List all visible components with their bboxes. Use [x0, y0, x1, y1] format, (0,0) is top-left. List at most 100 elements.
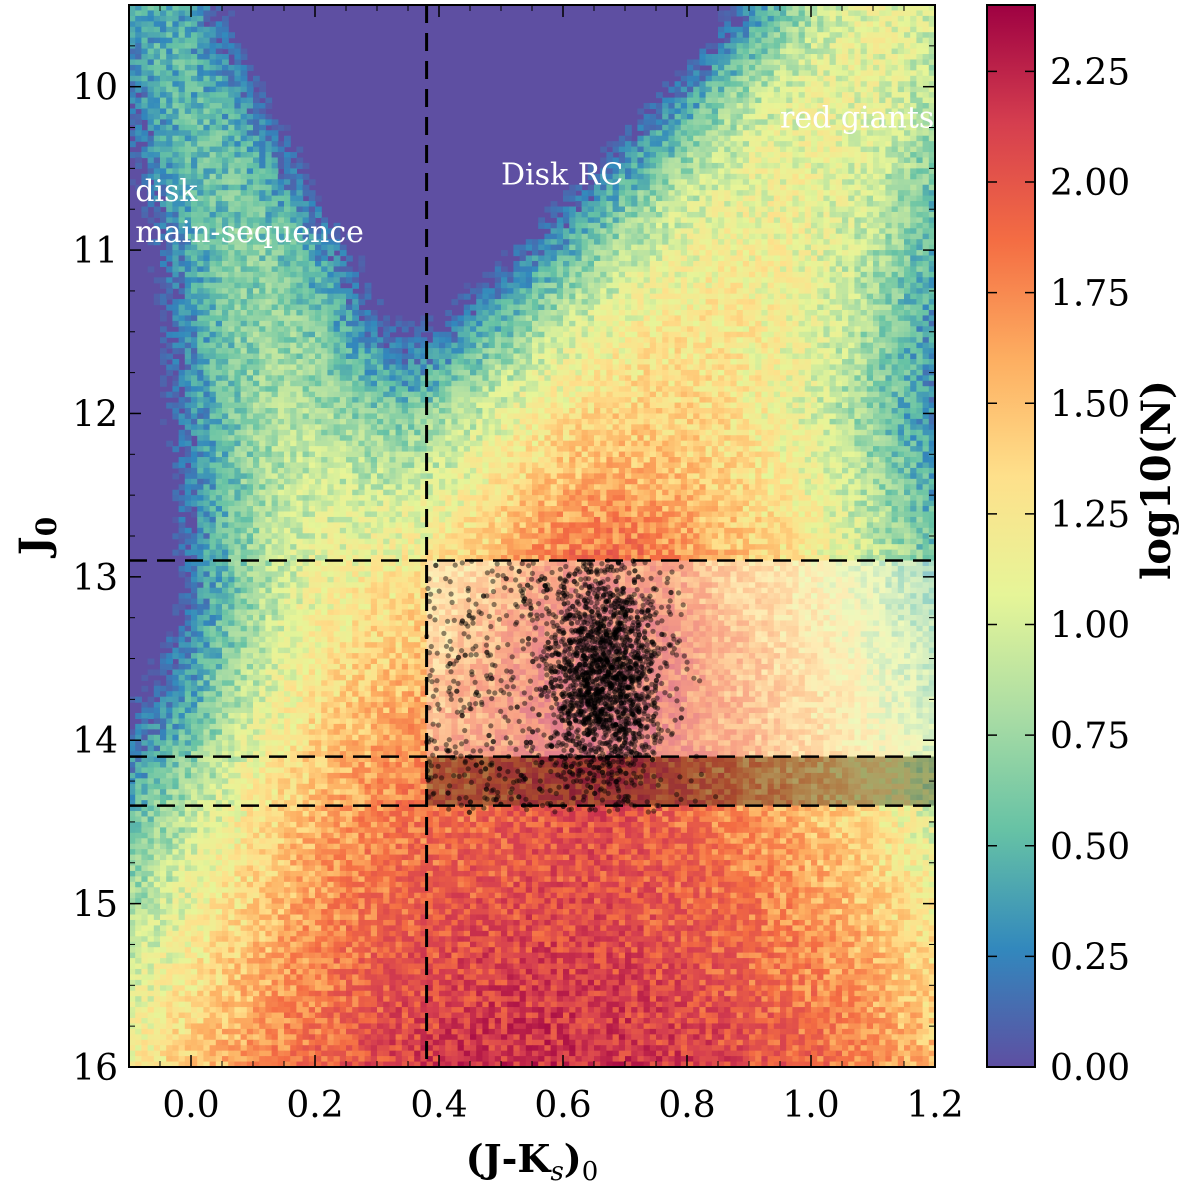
density-cell — [885, 310, 892, 316]
density-cell — [216, 81, 223, 87]
density-cell — [923, 266, 930, 272]
density-cell — [160, 92, 167, 98]
density-cell — [768, 272, 775, 278]
density-cell — [879, 87, 886, 93]
density-cell — [817, 239, 824, 245]
density-cell — [210, 190, 217, 196]
density-cell — [470, 337, 477, 343]
density-cell — [675, 98, 682, 104]
density-cell — [848, 217, 855, 223]
density-cell — [898, 283, 905, 289]
density-cell — [569, 261, 576, 267]
density-cell — [842, 157, 849, 163]
density-cell — [842, 179, 849, 185]
density-cell — [303, 321, 310, 327]
density-cell — [259, 277, 266, 283]
density-cell — [148, 157, 155, 163]
density-cell — [768, 207, 775, 213]
density-cell — [681, 201, 688, 207]
density-cell — [712, 245, 719, 251]
density-cell — [166, 54, 173, 60]
density-cell — [867, 54, 874, 60]
density-cell — [241, 152, 248, 158]
density-cell — [780, 223, 787, 229]
density-cell — [842, 332, 849, 338]
density-cell — [637, 310, 644, 316]
density-cell — [259, 179, 266, 185]
density-cell — [774, 27, 781, 33]
density-cell — [222, 272, 229, 278]
density-cell — [575, 272, 582, 278]
density-cell — [644, 168, 651, 174]
density-cell — [179, 337, 186, 343]
density-cell — [898, 272, 905, 278]
density-cell — [786, 10, 793, 16]
density-cell — [216, 147, 223, 153]
density-cell — [737, 168, 744, 174]
density-cell — [730, 217, 737, 223]
density-cell — [873, 43, 880, 49]
density-cell — [761, 239, 768, 245]
density-cell — [513, 326, 520, 332]
density-cell — [724, 223, 731, 229]
density-cell — [346, 277, 353, 283]
density-cell — [867, 201, 874, 207]
density-cell — [730, 174, 737, 180]
density-cell — [259, 141, 266, 147]
density-cell — [892, 321, 899, 327]
density-cell — [296, 326, 303, 332]
density-cell — [259, 174, 266, 180]
density-cell — [241, 174, 248, 180]
density-cell — [588, 332, 595, 338]
density-cell — [210, 261, 217, 267]
density-cell — [166, 92, 173, 98]
density-cell — [551, 201, 558, 207]
density-cell — [737, 310, 744, 316]
density-cell — [836, 27, 843, 33]
density-cell — [166, 266, 173, 272]
density-cell — [613, 261, 620, 267]
density-cell — [321, 294, 328, 300]
density-cell — [668, 212, 675, 218]
density-cell — [749, 272, 756, 278]
density-cell — [216, 168, 223, 174]
density-cell — [203, 174, 210, 180]
density-cell — [885, 87, 892, 93]
density-cell — [786, 321, 793, 327]
density-cell — [755, 239, 762, 245]
density-cell — [210, 277, 217, 283]
density-cell — [619, 277, 626, 283]
density-cell — [792, 228, 799, 234]
density-cell — [817, 81, 824, 87]
density-cell — [904, 174, 911, 180]
density-cell — [755, 76, 762, 82]
density-cell — [706, 152, 713, 158]
density-cell — [538, 245, 545, 251]
density-cell — [885, 190, 892, 196]
density-cell — [879, 332, 886, 338]
density-cell — [786, 245, 793, 251]
density-cell — [842, 239, 849, 245]
density-cell — [730, 147, 737, 153]
density-cell — [786, 196, 793, 202]
density-cell — [265, 163, 272, 169]
density-cell — [532, 239, 539, 245]
density-cell — [755, 196, 762, 202]
density-cell — [817, 228, 824, 234]
density-cell — [216, 315, 223, 321]
density-cell — [910, 261, 917, 267]
density-cell — [551, 207, 558, 213]
density-cell — [848, 27, 855, 33]
density-cell — [668, 223, 675, 229]
density-cell — [166, 136, 173, 142]
density-cell — [885, 294, 892, 300]
density-cell — [563, 337, 570, 343]
density-cell — [563, 310, 570, 316]
density-cell — [464, 337, 471, 343]
density-cell — [786, 261, 793, 267]
density-cell — [489, 288, 496, 294]
density-cell — [830, 27, 837, 33]
density-cell — [892, 92, 899, 98]
density-cell — [327, 266, 334, 272]
density-cell — [191, 250, 198, 256]
